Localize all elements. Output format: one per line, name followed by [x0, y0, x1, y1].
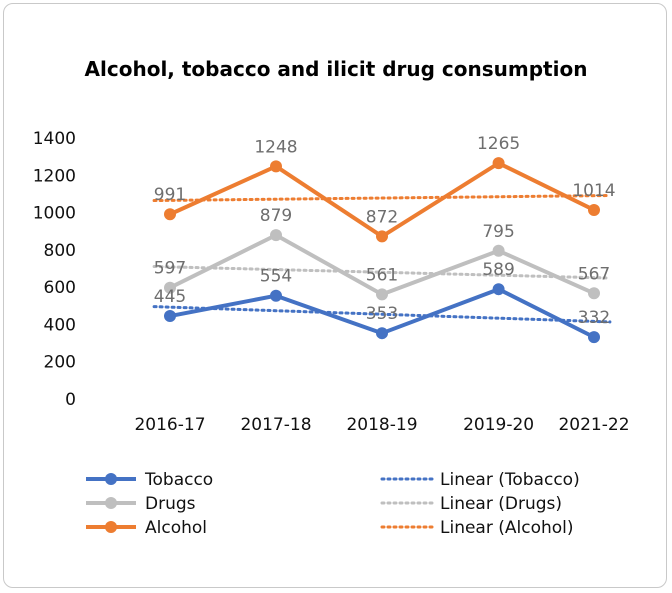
data-label: 991 [154, 185, 186, 205]
y-tick-label: 1000 [33, 204, 76, 224]
x-tick-label: 2019-20 [463, 415, 534, 435]
data-point-tobacco [376, 327, 388, 340]
data-label: 872 [366, 207, 398, 227]
legend-label: Tobacco [144, 470, 213, 490]
data-point-tobacco [588, 331, 600, 344]
data-label: 353 [366, 304, 398, 324]
data-label: 795 [482, 222, 514, 242]
data-point-drugs [164, 281, 176, 294]
trendlines [152, 194, 612, 324]
legend-label: Linear (Tobacco) [440, 470, 580, 490]
data-point-drugs [376, 288, 388, 301]
legend-label: Drugs [145, 494, 196, 514]
trendline-drugs [152, 264, 612, 280]
x-tick-label: 2021-22 [558, 415, 629, 435]
legend: Tobacco Drugs Alcohol Linear (Tobacco) Linea… [86, 470, 580, 538]
y-tick-label: 1200 [33, 166, 76, 186]
y-tick-label: 1400 [33, 129, 76, 149]
data-label: 561 [366, 265, 398, 285]
legend-marker-alcohol [105, 521, 117, 533]
trendline-tobacco [152, 305, 612, 324]
data-point-alcohol [376, 230, 388, 243]
data-point-alcohol [588, 203, 600, 216]
data-point-drugs [588, 287, 600, 300]
data-label: 597 [154, 259, 186, 279]
data-point-alcohol [164, 208, 176, 221]
y-tick-label: 0 [65, 390, 76, 410]
y-tick-label: 200 [44, 353, 76, 373]
legend-marker-tobacco [105, 473, 117, 485]
data-label: 1248 [254, 137, 297, 157]
legend-label: Linear (Drugs) [440, 494, 562, 514]
data-point-alcohol [492, 157, 505, 170]
data-label: 879 [260, 206, 292, 226]
data-labels: 445 554 353 589 332 597 879 561 795 567 991 1248 872… [154, 134, 616, 328]
data-point-drugs [270, 229, 282, 242]
legend-label: Linear (Alcohol) [440, 518, 574, 538]
y-tick-label: 800 [44, 241, 76, 261]
data-point-drugs [492, 244, 505, 257]
chart-title: Alcohol, tobacco and ilicit drug consump… [85, 57, 588, 81]
y-tick-label: 600 [44, 278, 76, 298]
x-tick-label: 2017-18 [240, 415, 311, 435]
data-point-tobacco [492, 283, 505, 296]
data-point-alcohol [270, 160, 282, 173]
series-lines [164, 157, 600, 344]
x-axis-ticks: 2016-17 2017-18 2018-19 2019-20 2021-22 [134, 415, 629, 435]
data-point-tobacco [270, 289, 282, 302]
legend-label: Alcohol [145, 518, 207, 538]
data-label: 1265 [477, 134, 520, 154]
data-label: 1014 [572, 181, 615, 201]
chart-frame [3, 3, 667, 588]
data-label: 589 [482, 260, 514, 280]
x-tick-label: 2018-19 [346, 415, 417, 435]
x-tick-label: 2016-17 [134, 415, 205, 435]
data-label: 567 [578, 264, 610, 284]
data-label: 445 [154, 287, 186, 307]
y-axis-ticks: 0 200 400 600 800 1000 1200 1400 [33, 129, 76, 410]
y-tick-label: 400 [44, 315, 76, 335]
legend-marker-drugs [105, 497, 117, 509]
data-point-tobacco [164, 310, 176, 323]
data-label: 332 [578, 308, 610, 328]
trendline-alcohol [152, 194, 612, 203]
data-label: 554 [260, 267, 292, 287]
